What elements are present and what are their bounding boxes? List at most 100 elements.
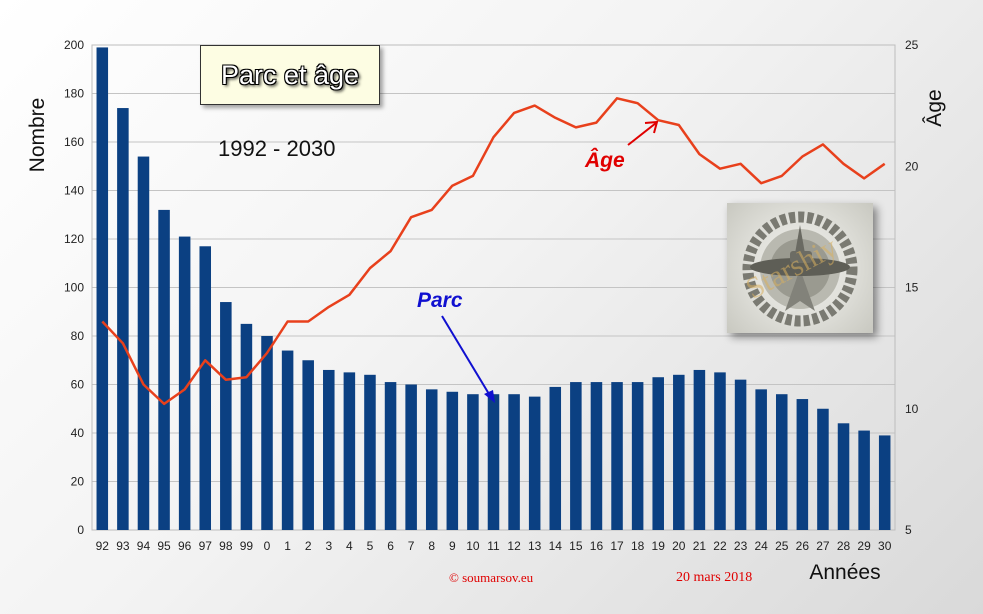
bar-27 [817,408,829,530]
age-arrow [627,122,657,146]
bar-96 [178,236,191,530]
bar-4 [343,372,356,530]
y-axis-title: Nombre [26,98,49,173]
bar-1 [281,350,294,530]
x-axis-title: Années [809,561,880,584]
left-axis-ticks: 0 20 40 60 80 100 120 140 160 180 200 [64,38,84,537]
bar-17 [611,382,623,530]
x-tick-label: 11 [487,539,500,553]
parc-arrow [441,315,493,400]
x-tick-label: 1 [284,539,291,553]
y-tick-label: 80 [71,329,85,343]
x-tick-label: 19 [652,539,666,553]
y-tick-label: 60 [71,378,85,392]
bar-28 [837,423,850,530]
bar-8 [425,389,438,530]
x-tick-label: 18 [631,539,645,553]
x-tick-label: 15 [569,539,583,553]
bar-2 [302,360,314,530]
x-tick-label: 23 [734,539,748,553]
bar-6 [384,382,397,530]
bar-99 [240,323,253,530]
x-tick-label: 14 [549,539,563,553]
chart-title: Parc et âge [200,45,380,105]
x-tick-label: 97 [199,539,213,553]
x-tick-label: 17 [610,539,624,553]
y2-tick-label: 20 [905,159,919,173]
bar-14 [549,386,562,530]
bar-97 [199,246,212,530]
chart-subtitle: 1992 - 2030 [218,136,336,161]
bar-29 [858,430,870,530]
x-tick-label: 95 [157,539,171,553]
bar-23 [734,379,747,530]
x-tick-label: 92 [96,539,110,553]
x-tick-label: 28 [837,539,851,553]
x-tick-label: 6 [387,539,394,553]
parc-annotation: Parc [417,289,463,312]
y2-axis-title: Âge [923,89,946,126]
bar-15 [570,382,582,530]
x-tick-label: 3 [325,539,332,553]
age-line [101,97,886,406]
bar-0 [261,336,273,530]
bar-93 [117,108,129,531]
x-tick-label: 25 [775,539,789,553]
y2-tick-label: 5 [905,523,912,537]
x-tick-label: 94 [137,539,151,553]
y-tick-label: 160 [64,135,84,149]
bar-11 [487,394,500,530]
x-tick-label: 21 [693,539,707,553]
x-tick-label: 8 [428,539,435,553]
y-tick-label: 20 [71,475,85,489]
bar-26 [796,399,809,530]
bar-7 [405,384,417,530]
y-tick-label: 200 [64,38,84,52]
x-tick-label: 27 [816,539,830,553]
y-tick-label: 120 [64,232,84,246]
bar-98 [220,302,232,530]
bar-94 [137,156,150,531]
x-tick-label: 4 [346,539,353,553]
x-tick-label: 93 [116,539,130,553]
x-tick-label: 26 [796,539,810,553]
bar-19 [652,377,664,530]
y-tick-label: 180 [64,87,84,101]
submarine-badge-icon: Starshiy [727,203,873,333]
x-tick-label: 96 [178,539,192,553]
bar-16 [590,382,603,530]
bar-21 [693,369,706,530]
parc-bars [96,47,891,531]
parc-arrow-head [484,390,495,403]
bar-22 [714,372,726,530]
bar-12 [508,394,520,530]
bar-3 [323,369,335,530]
bar-5 [364,374,376,530]
bar-92 [96,47,109,531]
x-tick-label: 7 [408,539,415,553]
y2-tick-label: 15 [905,281,919,295]
right-axis-ticks: 5 10 15 20 25 [905,38,919,537]
y2-tick-label: 10 [905,402,919,416]
x-tick-label: 24 [754,539,768,553]
x-tick-label: 29 [857,539,871,553]
y-tick-label: 0 [77,523,84,537]
x-tick-label: 2 [305,539,312,553]
x-tick-label: 5 [367,539,374,553]
y-tick-label: 100 [64,281,84,295]
date-text: 20 mars 2018 [676,570,753,585]
y2-tick-label: 25 [905,38,919,52]
x-tick-label: 16 [590,539,604,553]
x-tick-label: 22 [713,539,727,553]
y-tick-label: 40 [71,426,85,440]
age-annotation: Âge [584,148,625,172]
bar-13 [528,396,541,530]
x-tick-label: 99 [240,539,254,553]
x-tick-label: 30 [878,539,892,553]
bar-30 [878,435,891,530]
x-tick-label: 10 [466,539,480,553]
bar-18 [631,382,644,530]
bar-95 [158,209,170,530]
age-line-layer [101,97,886,406]
